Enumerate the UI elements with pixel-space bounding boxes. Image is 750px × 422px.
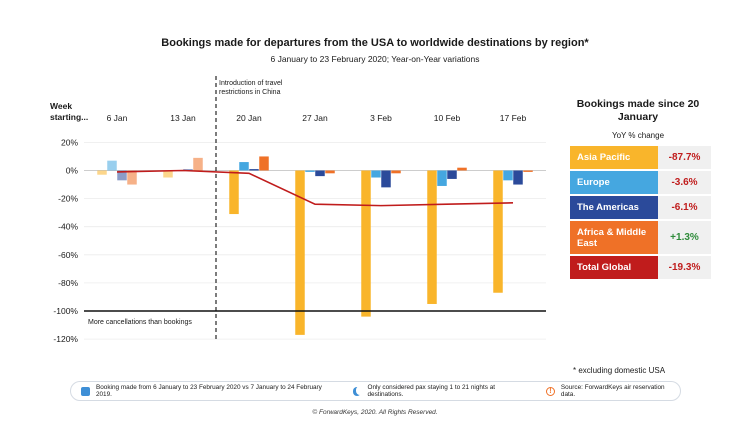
side-row-label: The Americas [570,196,658,219]
bar [493,170,503,293]
copyright: © ForwardKeys, 2020. All Rights Reserved… [312,409,438,416]
intro-annotation: Introduction of travel restrictions in C… [219,80,283,96]
bar [229,170,239,215]
y-tick-label: 20% [61,137,78,147]
bar [315,170,325,177]
bar [163,170,173,178]
y-tick-label: -120% [53,334,78,344]
side-row-label: Europe [570,171,658,194]
bar [249,169,259,171]
side-row-africa-middle-east: Africa & Middle East +1.3% [570,221,711,254]
side-row-value: +1.3% [658,221,711,254]
bar [427,170,437,304]
x-tick-label: 13 Jan [170,113,196,123]
bar [513,170,523,185]
side-row-asia-pacific: Asia Pacific -87.7% [570,146,711,169]
chart-subtitle: 6 January to 23 February 2020; Year-on-Y… [270,54,480,64]
side-row-label: Total Global [570,256,658,279]
bar [457,167,467,171]
bar [295,170,305,335]
bar [107,160,117,171]
footnote: * excluding domestic USA [573,366,666,375]
chart-title: Bookings made for departures from the US… [161,37,589,49]
y-tick-label: -20% [58,194,78,204]
side-row-total-global: Total Global -19.3% [570,256,711,279]
side-row-label: Asia Pacific [570,146,658,169]
legend-item-source: ! Source: ForwardKeys air reservation da… [545,384,680,398]
side-row-americas: The Americas -6.1% [570,196,711,219]
side-panel-title: Bookings made since 20 January [576,98,700,123]
moon-icon [353,387,362,396]
bar [361,170,371,317]
side-panel-subtitle: YoY % change [611,131,665,140]
side-row-value: -87.7% [658,146,711,169]
side-row-europe: Europe -3.6% [570,171,711,194]
bar [117,170,127,181]
bar [325,170,335,174]
bar [97,170,107,175]
side-panel-table: Asia Pacific -87.7% Europe -3.6% The Ame… [570,146,711,281]
bar [447,170,457,179]
legend-item-dates: Booking made from 6 January to 23 Februa… [81,384,339,398]
x-tick-label: 10 Feb [434,113,461,123]
total-global-line [116,169,514,207]
y-tick-label: -40% [58,222,78,232]
bar [503,170,513,181]
x-tick-label: 27 Jan [302,113,328,123]
more-cancellations-annotation: More cancellations than bookings [88,319,192,326]
y-tick-label: -60% [58,250,78,260]
y-tick-label: -80% [58,278,78,288]
legend-text: Only considered pax staying 1 to 21 nigh… [367,384,496,398]
bar-chart: 20% 0% -20% -40% -60% -80% -100% -120% 6 Jan 13 J… [53,76,546,344]
bar [127,170,137,185]
bar [239,162,249,171]
x-tick-label: 17 Feb [500,113,527,123]
side-row-value: -19.3% [658,256,711,279]
side-row-value: -3.6% [658,171,711,194]
week-label: Week starting... [50,101,89,122]
bar [259,156,269,171]
bar [523,170,533,172]
x-tick-label: 3 Feb [370,113,392,123]
bar [371,170,381,178]
side-row-value: -6.1% [658,196,711,219]
legend-text: Booking made from 6 January to 23 Februa… [95,384,322,398]
info-legend-bar: Booking made from 6 January to 23 Februa… [70,381,681,401]
bar [193,157,203,171]
x-tick-label: 20 Jan [236,113,262,123]
y-tick-label: -100% [53,306,78,316]
legend-item-nights: Only considered pax staying 1 to 21 nigh… [353,384,532,398]
calendar-icon [81,386,90,396]
bar [437,170,447,186]
side-row-label: Africa & Middle East [570,221,658,254]
bar [381,170,391,188]
bar [183,169,193,171]
bar [391,170,401,174]
info-icon: ! [545,386,555,396]
y-tick-label: 0% [66,166,79,176]
legend-text: Source: ForwardKeys air reservation data… [560,384,665,398]
bar [305,170,315,172]
x-tick-label: 6 Jan [107,113,128,123]
